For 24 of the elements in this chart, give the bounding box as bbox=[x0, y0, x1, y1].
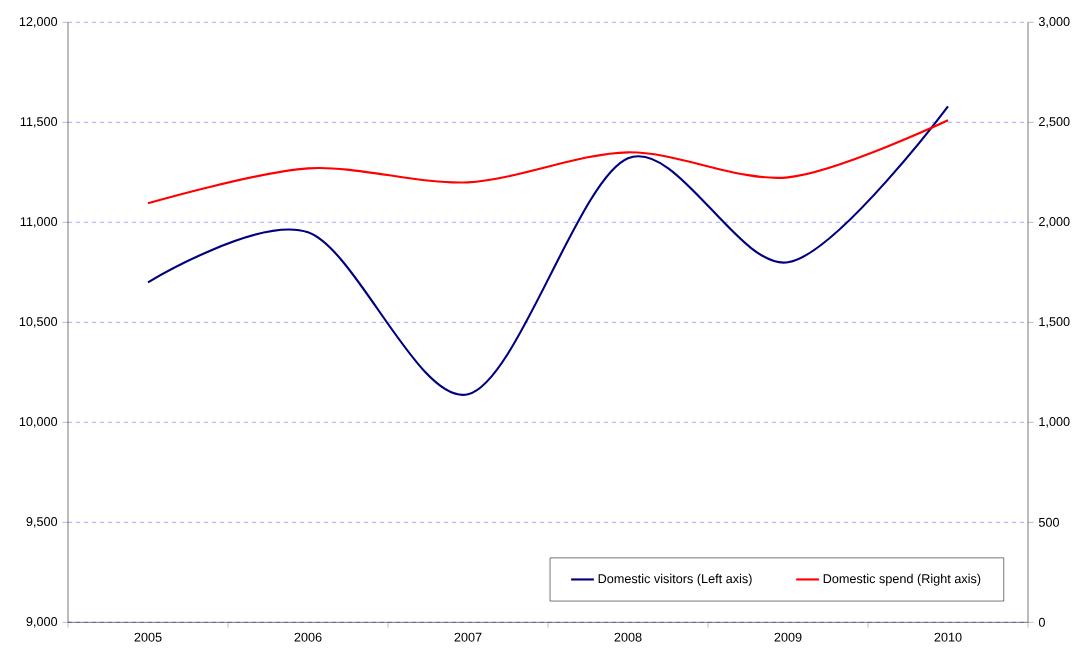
y2-tick-label: 500 bbox=[1038, 517, 1060, 527]
legend-label: Domestic visitors (Left axis) bbox=[598, 573, 752, 586]
line-series bbox=[146, 105, 950, 396]
y-tick-label: 11,500 bbox=[20, 117, 58, 128]
y2-tick-label: 2,000 bbox=[1039, 217, 1070, 228]
legend-label: Domestic spend (Right axis) bbox=[823, 573, 981, 586]
x-tick-label: 2007 bbox=[454, 632, 482, 642]
x-tick-label: 2010 bbox=[934, 632, 962, 642]
y-tick-label: 9,000 bbox=[26, 617, 58, 628]
line-series bbox=[146, 119, 950, 205]
y2-tick-label: 3,000 bbox=[1038, 17, 1070, 28]
x-tick-label: 2008 bbox=[614, 632, 642, 642]
y2-tick-label: 2,500 bbox=[1039, 117, 1070, 128]
y-tick-label: 9,500 bbox=[26, 517, 58, 528]
y-tick-label: 11,000 bbox=[20, 217, 58, 228]
y2-tick-label: 0 bbox=[1038, 617, 1045, 627]
y2-tick-label: 1,500 bbox=[1039, 317, 1070, 328]
x-tick-label: 2006 bbox=[294, 632, 322, 642]
x-tick-label: 2009 bbox=[774, 632, 802, 642]
x-tick-label: 2005 bbox=[134, 632, 162, 642]
y-tick-label: 10,000 bbox=[19, 417, 58, 428]
y-tick-label: 12,000 bbox=[19, 17, 58, 28]
y2-tick-label: 1,000 bbox=[1039, 417, 1070, 428]
y-tick-label: 10,500 bbox=[19, 317, 58, 328]
